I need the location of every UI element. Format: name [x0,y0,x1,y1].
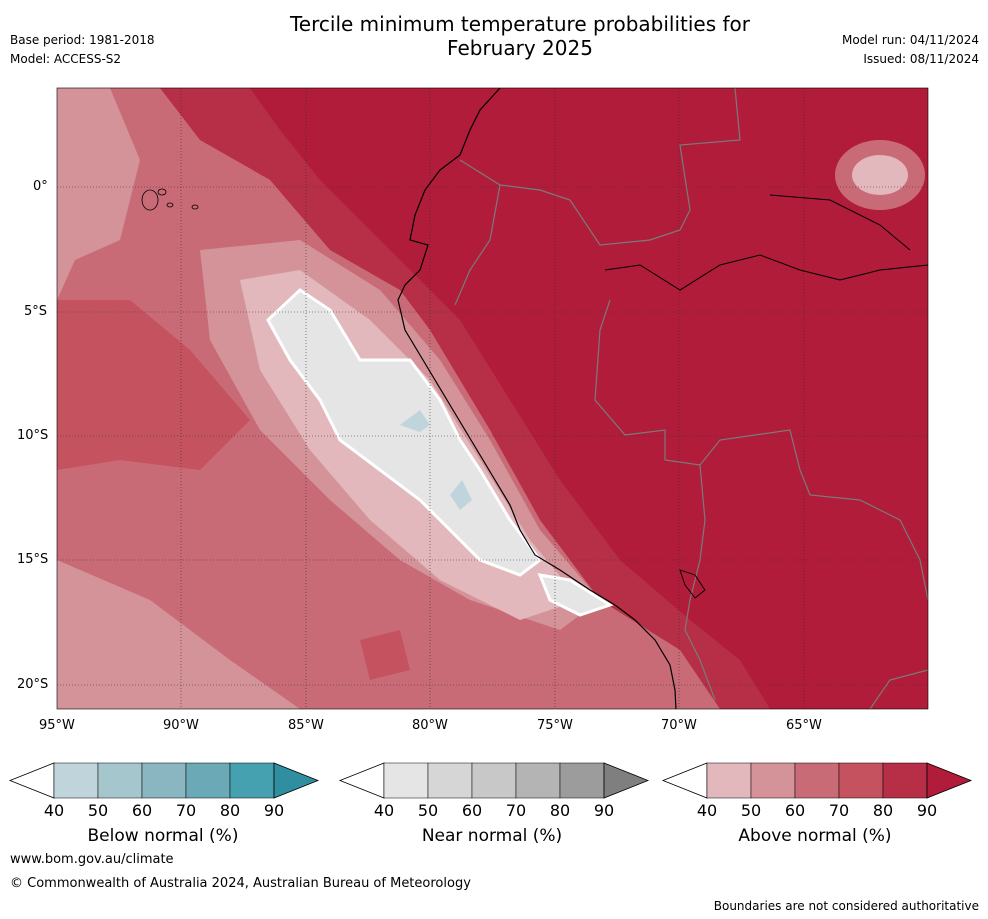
colorbar-tick-label: 90 [263,801,285,820]
lon-label-65w: 65°W [786,718,822,733]
model-text: Model: ACCESS-S2 [10,52,122,66]
colorbar-segment [706,762,752,799]
model-run-text: Model run: 04/11/2024 [841,33,979,47]
above-normal-colorbar [661,762,973,799]
colorbar-tick-label: 70 [175,801,197,820]
colorbar-segment [882,762,928,799]
colorbar-under-triangle [661,762,708,799]
colorbar-tick-label: 60 [784,801,806,820]
colorbar-segment [750,762,796,799]
lon-label-90w: 90°W [163,718,199,733]
galapagos-islands [141,188,199,211]
below-normal-spot-1 [400,410,430,432]
west-light-zone [57,88,140,300]
copyright-text: © Commonwealth of Australia 2024, Austra… [10,876,471,891]
map-frame [56,87,929,710]
near-normal-colorbar [338,762,650,799]
colorbar-tick-label: 60 [461,801,483,820]
ocean-dark-patch-2 [360,630,410,680]
above-normal-title: Above normal (%) [738,826,892,846]
colorbar-tick-label: 40 [696,801,718,820]
colorbar-tick-label: 50 [740,801,762,820]
colorbar-segment [559,762,605,799]
lat-label-0: 0° [33,179,48,194]
lon-label-75w: 75°W [537,718,573,733]
colorbar-over-triangle [273,762,320,799]
country-borders [454,88,928,709]
colorbar-tick-label: 40 [43,801,65,820]
colorbar-tick-label: 60 [131,801,153,820]
coastline [397,88,677,709]
below-normal-spot-2 [450,480,472,510]
lon-label-80w: 80°W [412,718,448,733]
colorbar-segment [383,762,429,799]
lon-label-85w: 85°W [288,718,324,733]
lat-label-20s: 20°S [17,677,49,692]
colorbar-tick-label: 50 [417,801,439,820]
southwest-light-zone [57,560,300,709]
probability-map [56,87,929,710]
colorbar-tick-label: 80 [549,801,571,820]
amazon-river [604,254,928,291]
colorbar-under-triangle [8,762,55,799]
colorbar-tick-label: 90 [593,801,615,820]
colorbar-segment [229,762,275,799]
colorbar-segment [794,762,840,799]
colorbar-over-triangle [603,762,650,799]
colorbar-segment [515,762,561,799]
disclaimer-text: Boundaries are not considered authoritat… [713,899,979,913]
colorbar-segment [97,762,143,799]
colorbar-segment [185,762,231,799]
lake-titicaca [679,569,706,599]
colorbar-tick-label: 50 [87,801,109,820]
issued-text: Issued: 08/11/2024 [863,52,979,66]
lon-label-95w: 95°W [39,718,75,733]
colorbar-over-triangle [926,762,973,799]
graticule [57,88,928,709]
negro-river [769,194,911,251]
colorbar-tick-label: 90 [916,801,938,820]
ocean-dark-patch [57,300,250,470]
colorbars [8,762,973,799]
colorbar-under-triangle [338,762,385,799]
colorbar-segment [53,762,99,799]
colorbar-segment [141,762,187,799]
lat-label-5s: 5°S [24,304,48,319]
colorbar-segment [471,762,517,799]
colorbar-tick-label: 80 [219,801,241,820]
colorbar-tick-label: 70 [505,801,527,820]
colorbar-tick-label: 70 [828,801,850,820]
below-normal-title: Below normal (%) [87,826,239,846]
colorbar-segment [427,762,473,799]
lon-label-70w: 70°W [661,718,697,733]
website-link[interactable]: www.bom.gov.au/climate [10,852,174,867]
colorbar-tick-label: 40 [373,801,395,820]
near-normal-title: Near normal (%) [421,826,563,846]
colorbar-tick-label: 80 [872,801,894,820]
title-line-2: February 2025 [447,36,593,60]
colorbar-segment [838,762,884,799]
lat-label-10s: 10°S [17,428,49,443]
ne-lightest-blob [852,155,908,195]
near-normal-region-south [537,573,614,617]
below-normal-colorbar [8,762,320,799]
map-title: Tercile minimum temperature probabilitie… [240,12,800,60]
lat-label-15s: 15°S [17,552,49,567]
base-period-text: Base period: 1981-2018 [10,33,155,47]
title-line-1: Tercile minimum temperature probabilitie… [289,12,751,36]
